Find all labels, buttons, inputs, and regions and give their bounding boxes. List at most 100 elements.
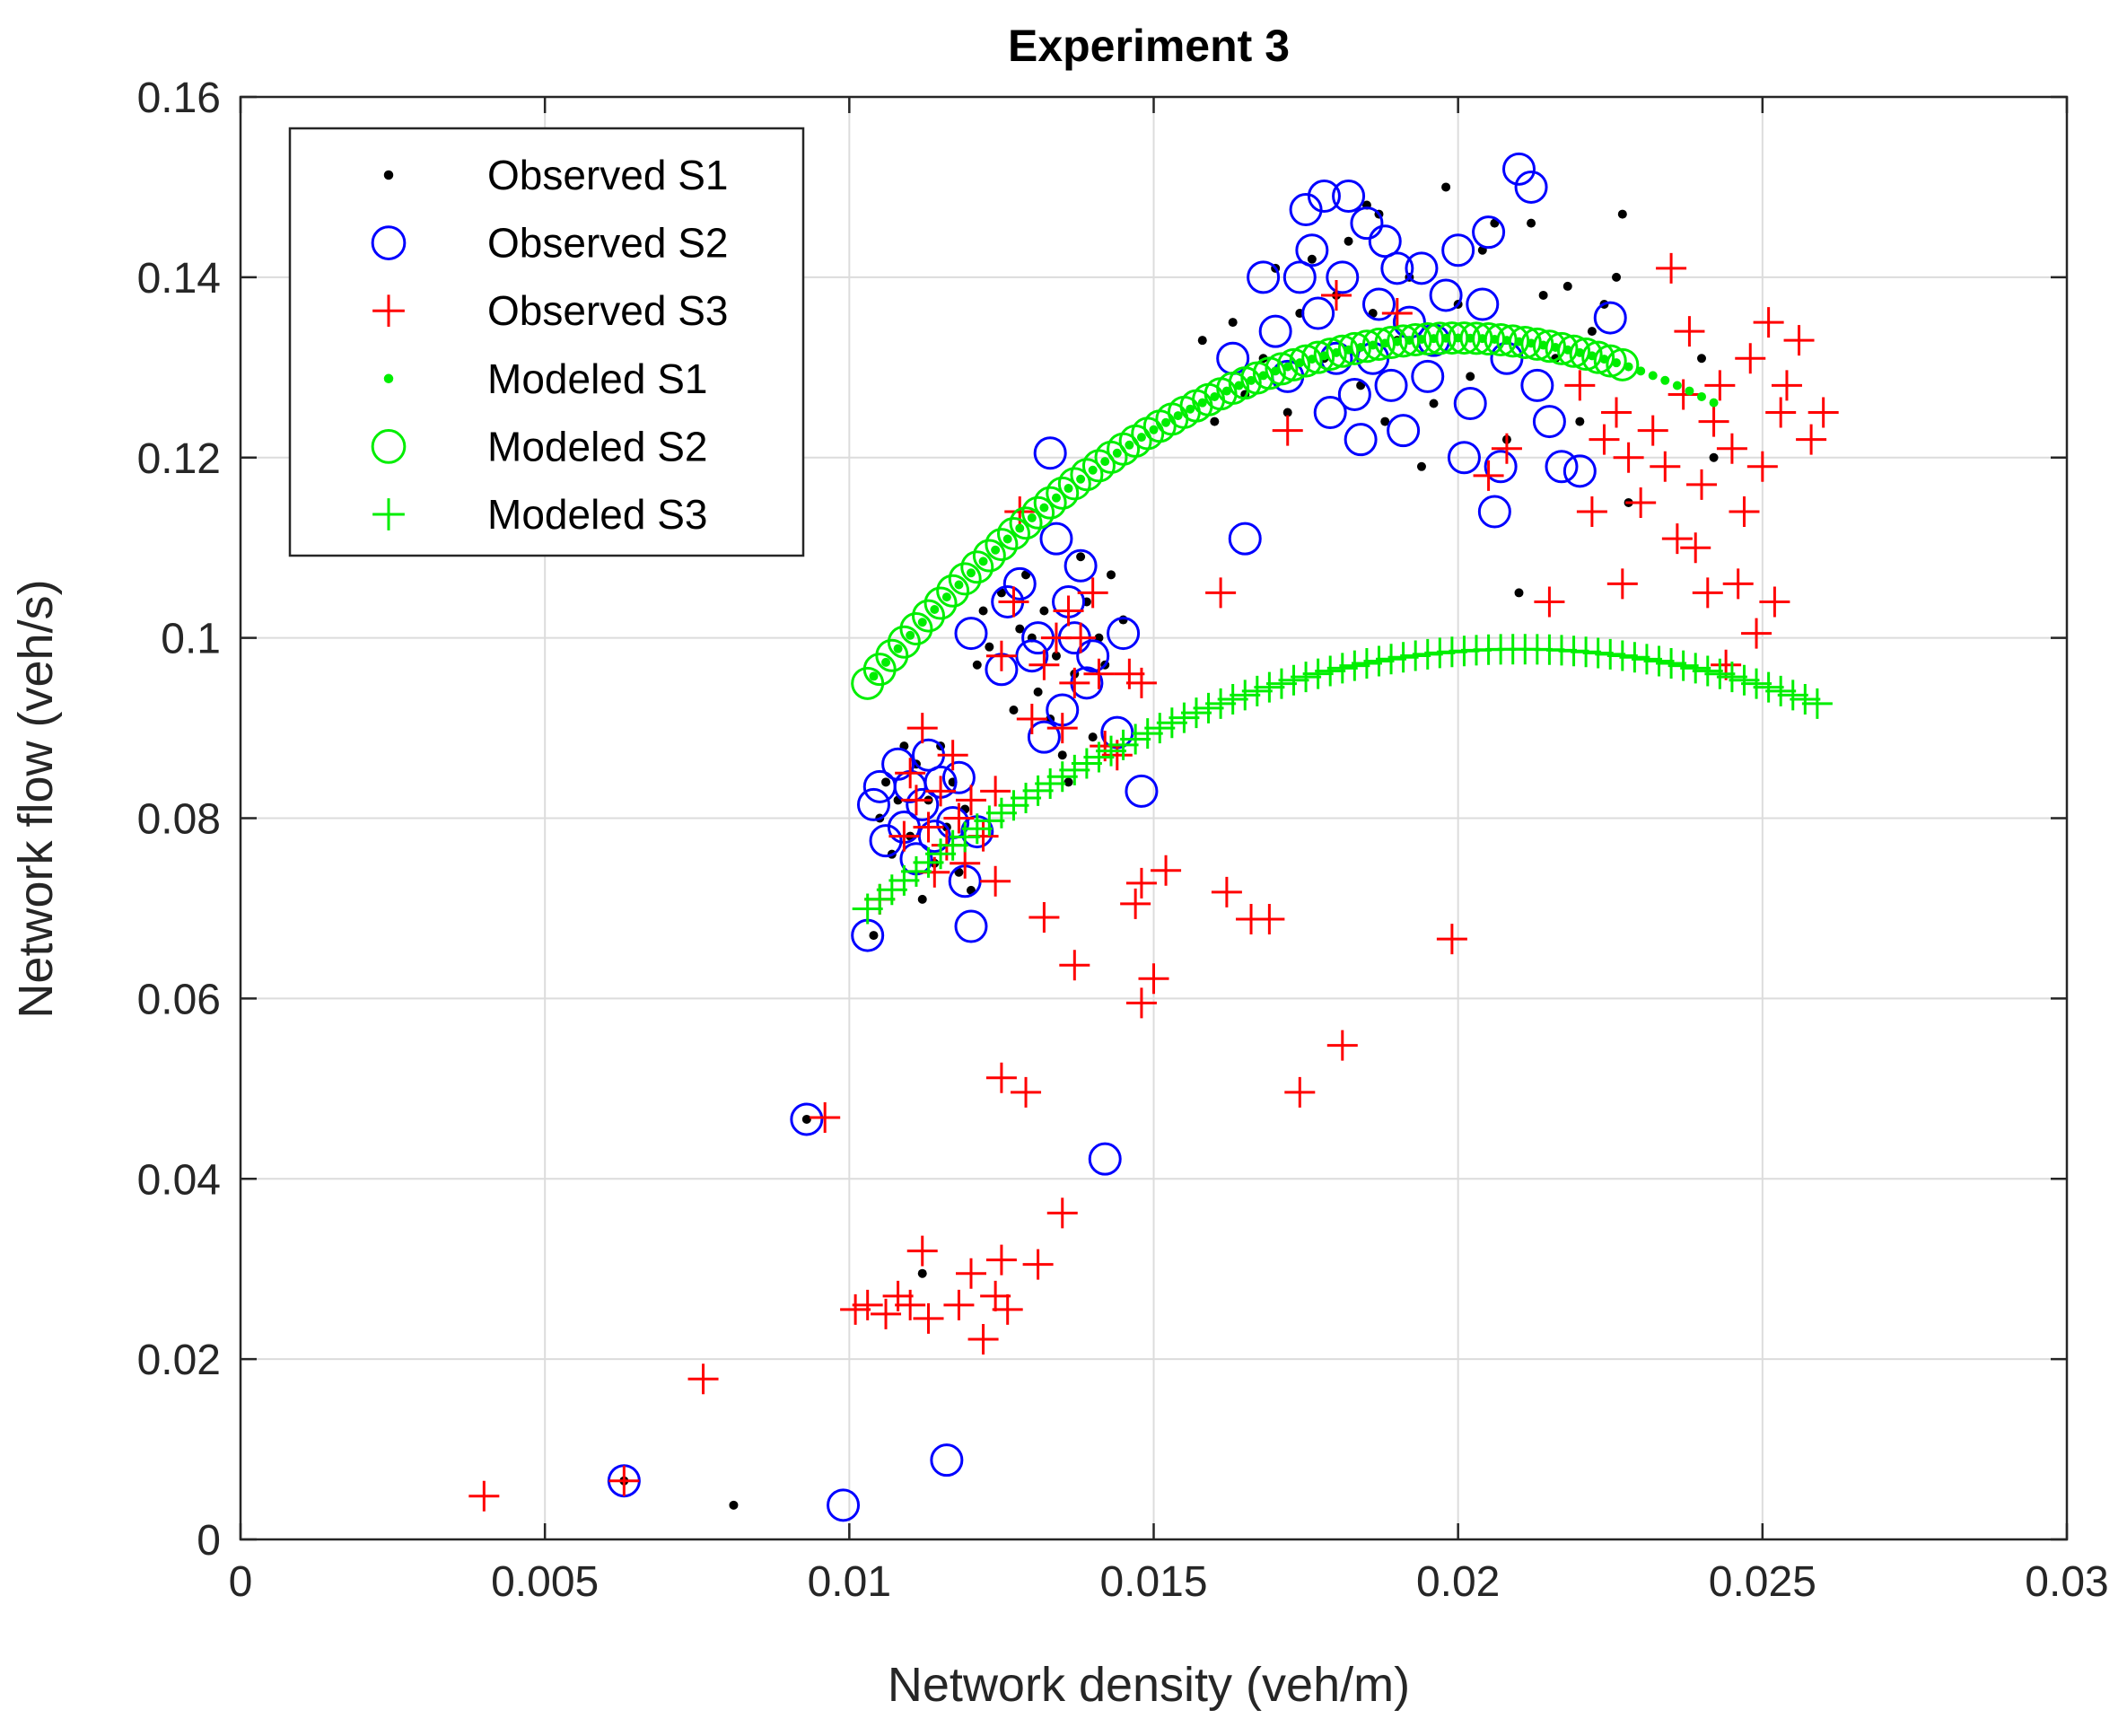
series-3-point — [967, 1324, 999, 1355]
series-6-point — [1741, 668, 1772, 699]
series-5-point — [1361, 327, 1396, 361]
series-5-point — [1398, 323, 1432, 357]
series-2-point — [1532, 405, 1566, 439]
series-5-point — [1520, 327, 1554, 361]
series-2-point — [1344, 423, 1378, 457]
series-1-point — [1380, 416, 1390, 426]
series-5-point — [996, 516, 1030, 550]
series-4-point — [1064, 484, 1073, 494]
series-2-point — [851, 918, 885, 952]
series-3-point — [1613, 442, 1644, 473]
series-6-point — [1241, 675, 1273, 706]
series-2-point — [1301, 296, 1335, 330]
series-4-point — [1685, 386, 1694, 396]
series-6-point — [1120, 723, 1151, 755]
series-3-point — [1680, 532, 1711, 564]
series-2-point — [1326, 260, 1360, 294]
series-1-point — [1344, 236, 1353, 246]
series-5-point — [1301, 340, 1335, 374]
series-6-point — [1777, 679, 1808, 711]
series-4-point — [1210, 391, 1220, 401]
series-6-point — [1656, 647, 1687, 679]
series-6-point — [1716, 662, 1747, 693]
series-3-point — [913, 1302, 944, 1334]
series-4-point — [1100, 457, 1110, 467]
y-tick-label: 0.04 — [137, 1156, 221, 1204]
series-4-point — [1088, 465, 1098, 475]
x-tick-label: 0.02 — [1416, 1558, 1500, 1606]
series-1-point — [1466, 372, 1475, 381]
series-4-point — [1258, 371, 1268, 381]
series-3-point — [1028, 649, 1060, 680]
series-1-point — [1051, 651, 1061, 661]
y-tick-label: 0.1 — [161, 616, 221, 663]
series-1-point — [1076, 552, 1086, 562]
series-2-point — [1466, 287, 1500, 321]
series-2-point — [790, 1102, 824, 1136]
series-3-point — [1321, 279, 1352, 311]
series-3-point — [900, 785, 932, 816]
series-6-point — [950, 821, 981, 853]
series-3-point — [810, 1101, 841, 1133]
legend-entry-6: Modeled S3 — [487, 491, 708, 538]
series-2-point — [954, 617, 988, 651]
series-6-point — [1205, 688, 1237, 719]
series-2-point — [954, 909, 988, 943]
series-3-point — [1053, 595, 1084, 627]
series-3 — [468, 252, 1839, 1512]
legend-entry-2: Observed S2 — [487, 220, 728, 267]
series-4-point — [1247, 375, 1256, 385]
series-2-point — [881, 747, 915, 781]
series-3-point — [1783, 325, 1815, 356]
series-3-point — [1576, 496, 1607, 528]
y-tick-label: 0.14 — [137, 255, 221, 302]
series-6-point — [888, 864, 920, 896]
series-1-point — [869, 931, 879, 941]
series-4-point — [1125, 440, 1134, 450]
series-6-point — [1692, 655, 1723, 687]
y-tick-label: 0 — [197, 1517, 221, 1565]
series-3-point — [956, 785, 986, 816]
series-4-point — [1660, 375, 1670, 385]
series-5-point — [1459, 321, 1493, 355]
series-3-point — [1077, 577, 1108, 609]
series-3-point — [1138, 963, 1169, 995]
x-tick-label: 0.025 — [1709, 1558, 1816, 1606]
series-5-point — [1021, 495, 1055, 530]
series-4-point — [941, 592, 951, 602]
legend: Observed S1 Observed S2 Observed S3 Modeled… — [288, 127, 805, 557]
series-6-point — [1022, 775, 1054, 806]
series-2-point — [1490, 341, 1524, 375]
series-3-point — [1625, 487, 1657, 518]
series-3-point — [985, 1244, 1017, 1276]
series-5-point — [923, 586, 958, 620]
series-3-point — [1637, 415, 1668, 446]
series-3-point — [1746, 451, 1778, 482]
series-5-point — [936, 574, 970, 608]
series-5-point — [1289, 344, 1323, 378]
series-3-point — [1534, 586, 1565, 618]
series-1-point — [1562, 281, 1572, 291]
series-1-point — [1118, 615, 1128, 625]
series-3-point — [925, 776, 957, 807]
series-3-point — [906, 1235, 938, 1267]
series-6-point — [1169, 702, 1200, 733]
series-4-point — [1173, 411, 1183, 421]
series-3-point — [992, 1293, 1023, 1325]
series-6-point — [1801, 688, 1833, 719]
series-3-point — [1692, 577, 1723, 609]
series-6-point — [1619, 642, 1650, 673]
series-5-point — [1496, 324, 1530, 358]
series-1-point — [1429, 399, 1439, 408]
series-2-point — [1313, 396, 1347, 430]
series-6-point — [1046, 761, 1078, 793]
series-2-point — [1411, 359, 1445, 393]
series-2-point — [1405, 251, 1439, 285]
series-2-point — [1228, 522, 1262, 556]
x-tick-label: 0.03 — [2025, 1558, 2108, 1606]
series-3-point — [1151, 855, 1182, 886]
series-1-point — [1015, 624, 1025, 634]
series-5-point — [948, 562, 982, 596]
series-6-point — [1753, 671, 1784, 703]
series-4-point — [1161, 417, 1171, 427]
